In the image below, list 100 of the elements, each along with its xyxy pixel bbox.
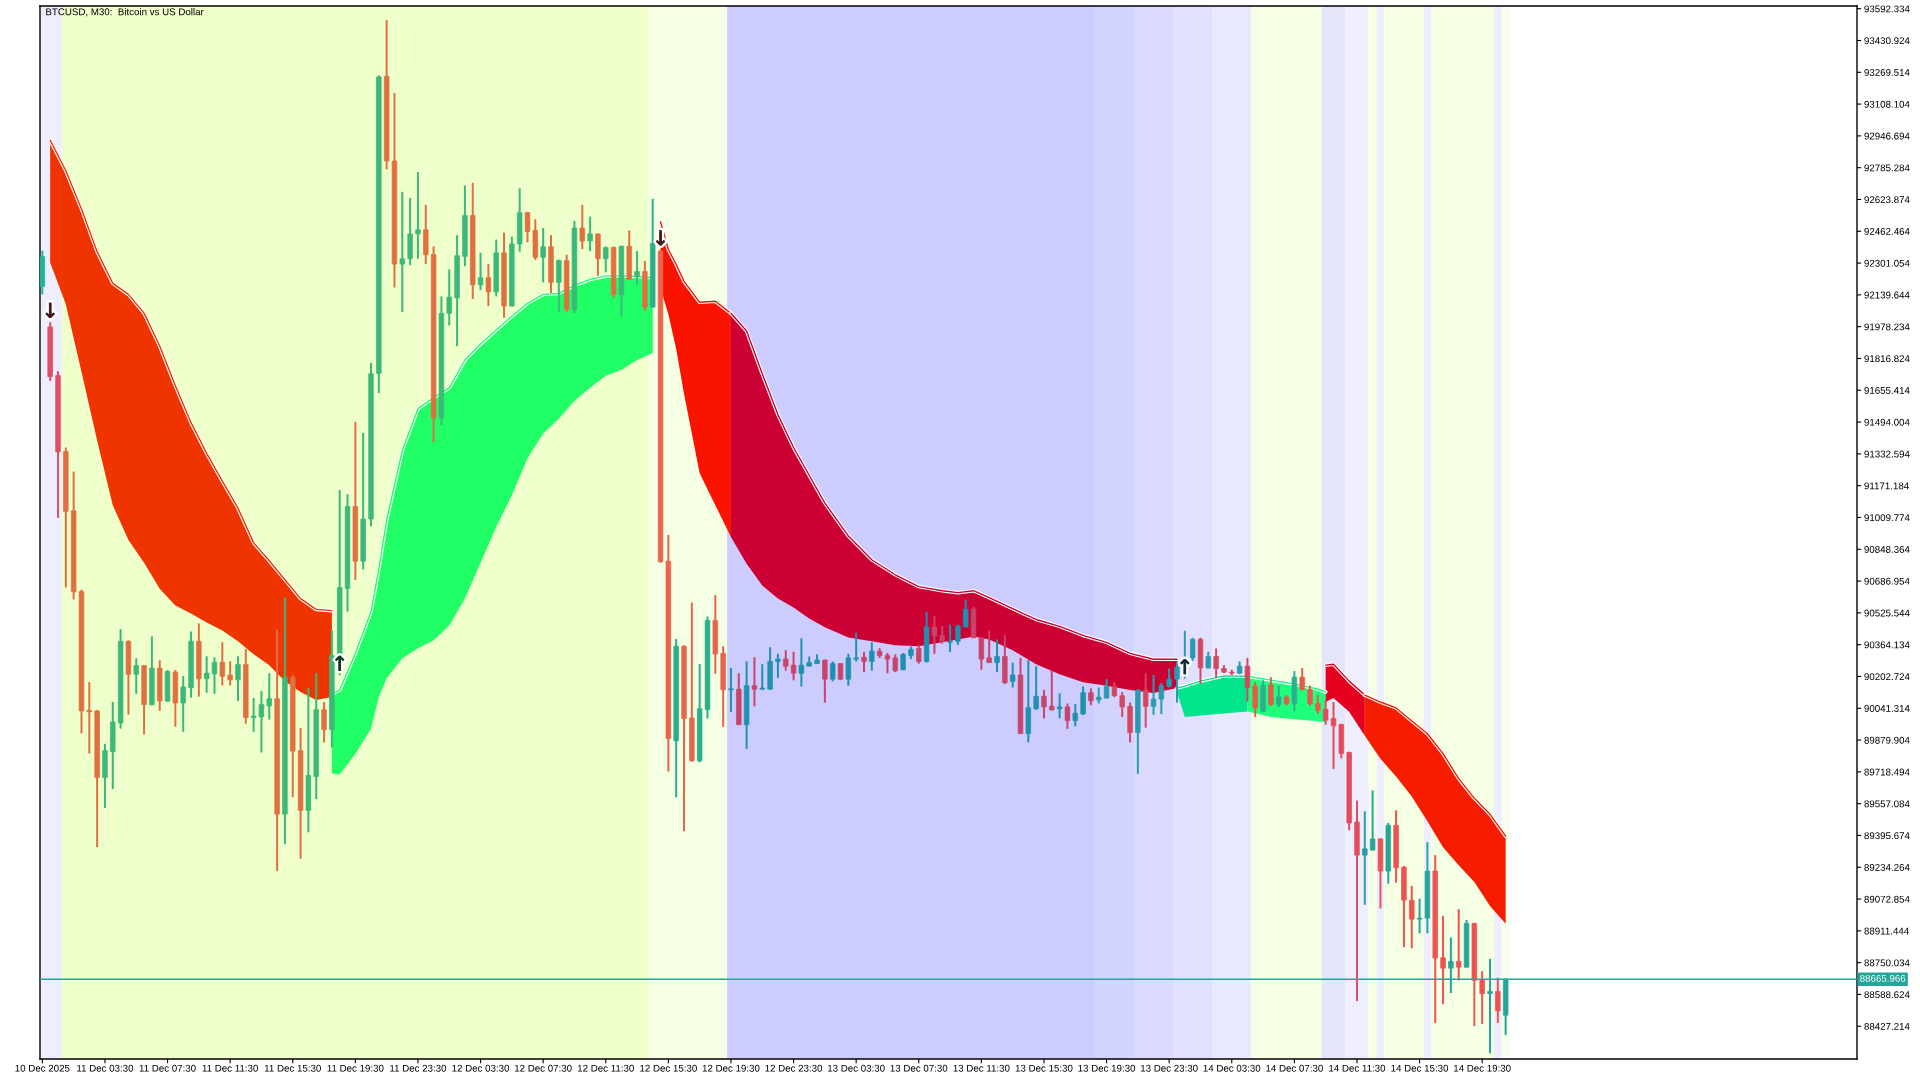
y-tick-label: 89395.674 <box>1864 832 1910 840</box>
x-tick-label: 12 Dec 23:30 <box>765 1064 823 1072</box>
y-tick-label: 90848.364 <box>1864 546 1910 553</box>
y-tick-label: 88427.214 <box>1864 1022 1910 1030</box>
y-tick-label: 88911.444 <box>1864 927 1909 935</box>
candlestick <box>86 681 92 755</box>
candlestick <box>235 655 241 703</box>
x-tick-label: 13 Dec 03:30 <box>827 1064 885 1072</box>
candlestick <box>227 660 233 687</box>
y-tick-label: 90364.134 <box>1864 641 1910 649</box>
x-tick-label: 13 Dec 07:30 <box>890 1064 948 1072</box>
x-tick-label: 11 Dec 11:30 <box>202 1064 258 1072</box>
annotation: ↓ <box>45 302 55 318</box>
candlestick <box>219 641 226 687</box>
x-tick-label: 13 Dec 23:30 <box>1141 1064 1198 1072</box>
candlestick <box>1268 676 1274 707</box>
candlestick <box>829 660 836 683</box>
candlestick <box>1189 636 1196 662</box>
x-tick-label: 10 Dec 2025 <box>15 1064 70 1072</box>
candlestick <box>203 655 210 694</box>
candlestick <box>861 650 867 674</box>
x-tick-label: 12 Dec 11:30 <box>577 1064 634 1072</box>
x-tick-label: 14 Dec 07:30 <box>1266 1064 1323 1072</box>
y-tick-label: 89557.084 <box>1864 800 1910 808</box>
candlestick <box>399 190 405 314</box>
candlestick <box>321 701 327 744</box>
candlestick <box>1080 685 1086 716</box>
y-tick-label: 89879.904 <box>1864 736 1910 744</box>
candlestick <box>790 650 797 682</box>
candlestick <box>540 227 546 284</box>
x-tick-label: 14 Dec 19:30 <box>1454 1064 1511 1072</box>
candlestick <box>1369 789 1376 852</box>
candlestick <box>822 658 828 704</box>
candlestick <box>1276 685 1282 708</box>
x-tick-label: 14 Dec 11:30 <box>1329 1064 1386 1072</box>
x-tick-label: 13 Dec 11:30 <box>953 1064 1010 1072</box>
candlestick <box>603 245 609 274</box>
candlestick <box>798 637 805 688</box>
y-tick-label: 90202.724 <box>1864 673 1910 681</box>
candlestick <box>728 667 734 713</box>
ref-line-label: 88665.966 <box>1860 974 1906 982</box>
candlestick <box>446 268 452 327</box>
candlestick <box>845 652 852 687</box>
x-tick-label: 11 Dec 23:30 <box>390 1064 447 1072</box>
y-tick-label: 91009.774 <box>1864 514 1910 522</box>
y-tick-label: 89072.854 <box>1864 895 1910 903</box>
candlestick <box>1409 885 1415 950</box>
candlestick <box>587 215 593 253</box>
candlestick <box>1244 656 1251 703</box>
y-tick-label: 89718.494 <box>1864 768 1910 776</box>
x-tick-label: 13 Dec 15:30 <box>1015 1064 1073 1072</box>
y-tick-label: 90041.314 <box>1864 705 1910 712</box>
candlestick <box>634 250 640 286</box>
candlestick <box>783 649 789 672</box>
candlestick <box>1064 702 1071 730</box>
candlestick <box>1213 647 1219 679</box>
y-tick-label: 92139.644 <box>1864 291 1910 299</box>
candlestick <box>1174 660 1180 704</box>
y-tick-label: 93269.514 <box>1864 69 1910 76</box>
candlestick <box>133 657 139 695</box>
y-tick-label: 88750.034 <box>1864 959 1910 967</box>
x-tick-label: 14 Dec 15:30 <box>1391 1064 1449 1072</box>
candlestick <box>1049 669 1055 712</box>
candlestick <box>916 643 922 665</box>
y-tick-label: 92301.054 <box>1864 259 1910 267</box>
candlestick <box>1456 908 1462 982</box>
candlestick <box>556 258 562 314</box>
x-tick-label: 13 Dec 19:30 <box>1078 1064 1136 1072</box>
y-tick-label: 92946.694 <box>1864 132 1910 140</box>
candlestick <box>579 203 585 251</box>
x-tick-label: 12 Dec 15:30 <box>640 1064 697 1072</box>
chart-title: BTCUSD, M30: Bitcoin vs US Dollar <box>46 8 204 17</box>
candlestick <box>1307 684 1313 707</box>
candlestick <box>1362 810 1368 906</box>
candlestick <box>1252 681 1258 718</box>
candlestick <box>1072 703 1078 728</box>
x-tick-label: 12 Dec 19:30 <box>702 1064 760 1072</box>
candlestick <box>751 656 758 708</box>
y-tick-label: 90686.954 <box>1864 577 1910 585</box>
candlestick <box>759 663 765 691</box>
y-tick-label: 91655.414 <box>1864 387 1910 394</box>
candlestick <box>1056 692 1063 720</box>
y-tick-label: 91332.594 <box>1864 450 1910 458</box>
y-tick-label: 91978.234 <box>1864 323 1910 331</box>
candlestick <box>477 251 484 292</box>
candlestick <box>986 629 992 664</box>
candlestick <box>775 652 781 679</box>
annotation: ↑ <box>1180 658 1190 675</box>
y-tick-label: 93430.924 <box>1864 37 1910 45</box>
y-tick-label: 93108.104 <box>1864 100 1910 108</box>
x-tick-label: 14 Dec 03:30 <box>1203 1064 1261 1072</box>
candlestick <box>994 638 1000 674</box>
candlestick <box>415 171 421 260</box>
candlestick <box>963 598 969 629</box>
y-tick-label: 89234.264 <box>1864 863 1910 871</box>
candlestick <box>180 675 186 733</box>
x-tick-label: 11 Dec 07:30 <box>139 1064 196 1072</box>
candlestick <box>1315 693 1321 715</box>
candlestick <box>211 656 218 695</box>
x-tick-label: 11 Dec 15:30 <box>264 1064 321 1072</box>
